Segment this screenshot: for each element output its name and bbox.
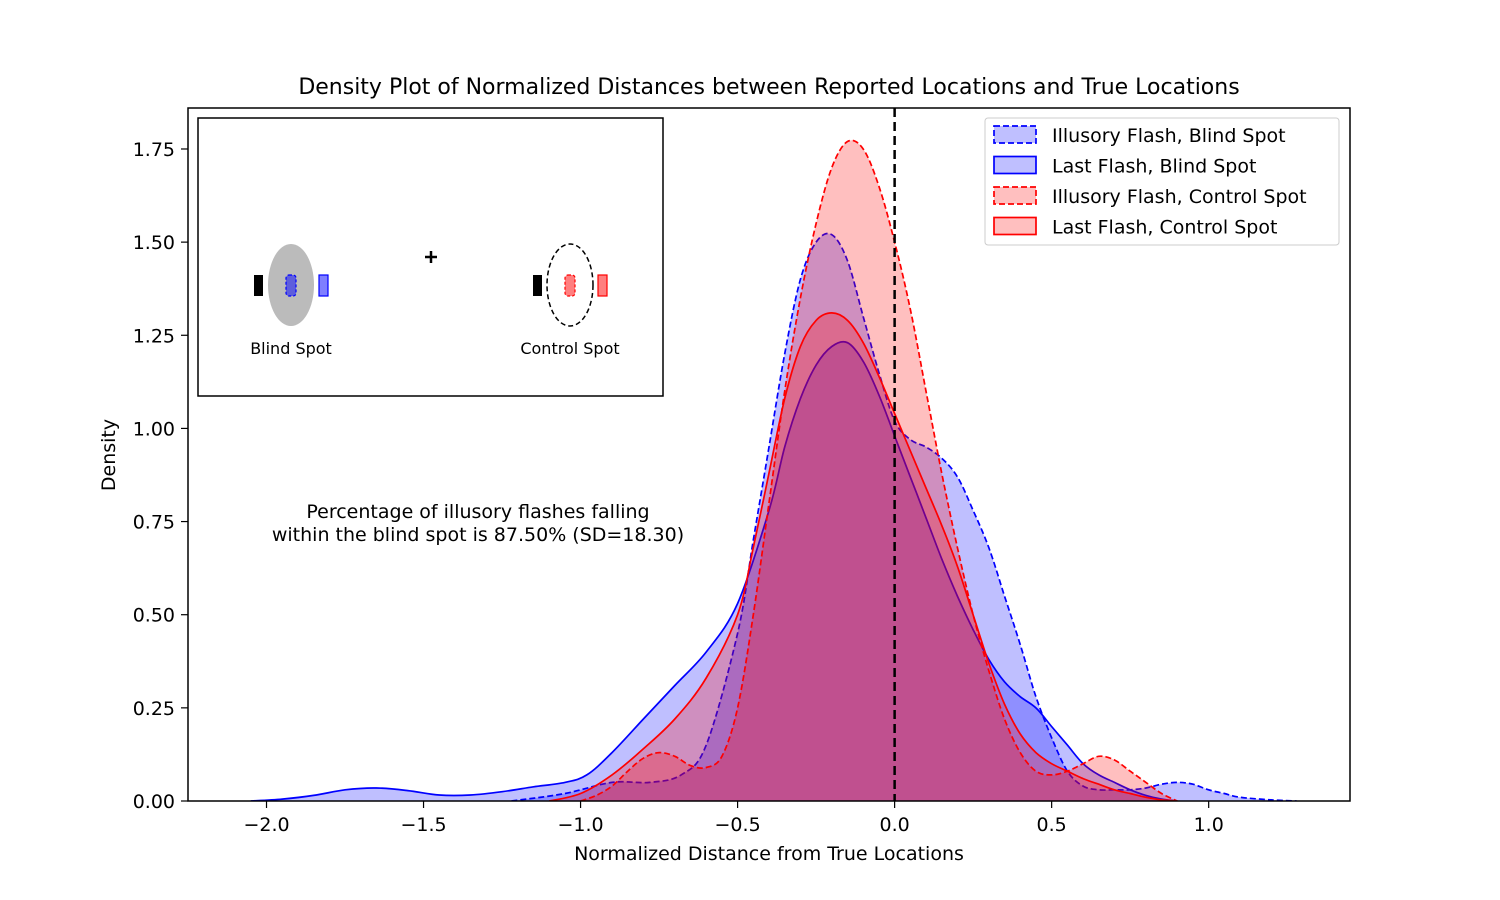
y-tick-label: 1.50 (133, 232, 175, 254)
y-tick-label: 1.00 (133, 418, 175, 440)
x-axis-label: Normalized Distance from True Locations (574, 843, 964, 865)
y-tick-label: 0.00 (133, 791, 175, 813)
x-tick-label: 1.0 (1194, 814, 1224, 836)
annotation-line-2: within the blind spot is 87.50% (SD=18.3… (272, 524, 684, 546)
plot-area-frame (187, 107, 1351, 802)
series-line-1 (250, 340, 1178, 801)
blind-spot-black-marker (254, 275, 263, 296)
control-spot-ellipse (546, 243, 594, 327)
control-spot-last-marker (597, 274, 608, 297)
x-axis-ticks: −2.0 −1.5 −1.0 −0.5 0.0 0.5 1.0 (243, 801, 1224, 836)
legend-swatch (993, 216, 1037, 236)
x-tick-label: 0.0 (880, 814, 910, 836)
legend-frame (984, 117, 1340, 246)
legend-swatch (993, 155, 1037, 175)
series-line-3 (549, 312, 1178, 801)
y-tick-label: 0.50 (133, 605, 175, 627)
legend-label: Last Flash, Blind Spot (1052, 156, 1256, 178)
series-line-0 (511, 232, 1297, 801)
y-axis-ticks: 0.00 0.25 0.50 0.75 1.00 1.25 1.50 1.75 (133, 139, 188, 813)
control-spot-label: Control Spot (520, 339, 619, 358)
x-tick-label: −0.5 (715, 814, 761, 836)
legend-label: Illusory Flash, Blind Spot (1052, 125, 1286, 147)
legend-swatch (993, 125, 1037, 144)
x-tick-label: −2.0 (243, 814, 289, 836)
chart-title: Density Plot of Normalized Distances bet… (298, 75, 1239, 100)
annotation-line-1: Percentage of illusory flashes falling (306, 501, 649, 523)
series-fill-2 (580, 140, 1178, 801)
series-fill-1 (250, 341, 1178, 801)
y-tick-label: 0.25 (133, 698, 175, 720)
y-axis-label: Density (98, 419, 120, 491)
fixation-cross-icon (425, 251, 437, 263)
blind-spot-illusory-marker (285, 274, 297, 297)
x-tick-label: −1.0 (557, 814, 603, 836)
y-tick-label: 1.25 (133, 325, 175, 347)
x-tick-label: −1.5 (400, 814, 446, 836)
blind-spot-last-marker (318, 274, 329, 297)
legend-label: Last Flash, Control Spot (1052, 217, 1277, 239)
series-layer (250, 139, 1297, 801)
y-tick-label: 0.75 (133, 512, 175, 534)
x-tick-label: 0.5 (1037, 814, 1067, 836)
legend-swatch (993, 186, 1037, 205)
inset-diagram: Blind Spot Control Spot (197, 117, 664, 397)
y-tick-label: 1.75 (133, 139, 175, 161)
legend: Illusory Flash, Blind Spot Last Flash, Bl… (984, 117, 1340, 246)
control-spot-illusory-marker (564, 274, 576, 297)
legend-label: Illusory Flash, Control Spot (1052, 186, 1307, 208)
series-line-2 (580, 139, 1178, 801)
control-spot-black-marker (533, 275, 542, 296)
series-fill-0 (511, 233, 1297, 801)
blind-spot-label: Blind Spot (250, 339, 332, 358)
